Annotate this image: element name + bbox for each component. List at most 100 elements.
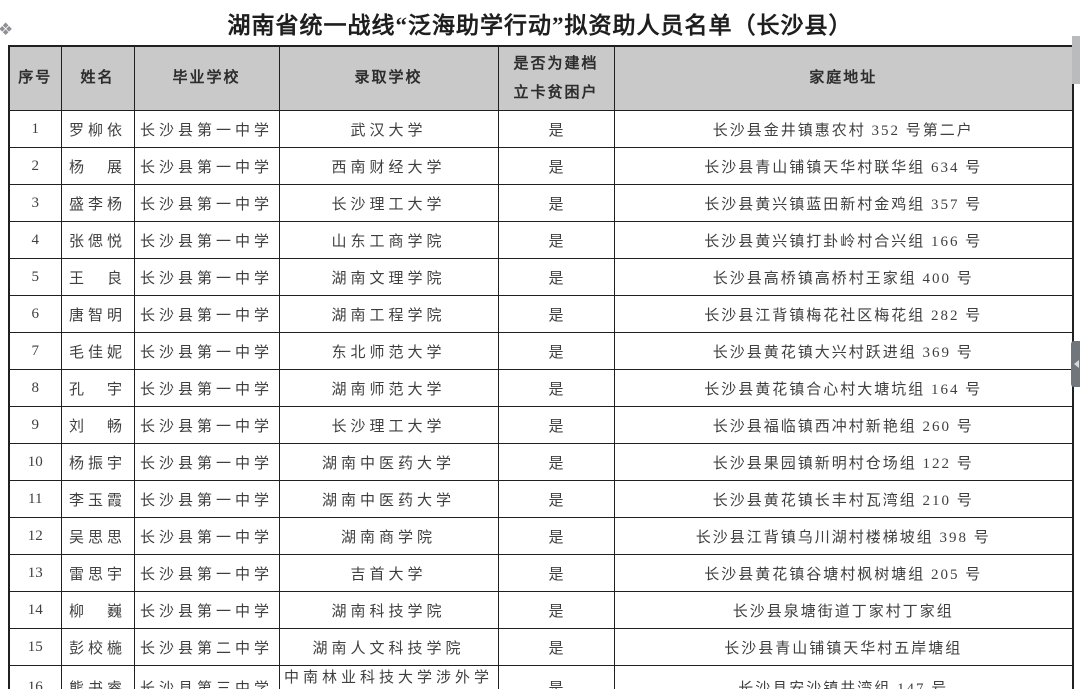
cell-graduate-school: 长沙县第一中学 [133, 480, 280, 518]
table-header-row: 序号 姓名 毕业学校 录取学校 是否为建档 立卡贫困户 家庭地址 [8, 45, 1074, 111]
cell-graduate-school: 长沙县第一中学 [133, 295, 280, 333]
cell-poor-household: 是 [497, 369, 615, 407]
cell-admitted-school: 长沙理工大学 [278, 184, 499, 222]
table-row: 12 吴思思 长沙县第一中学 湖南商学院 是 长沙县江背镇乌川湖村楼梯坡组 39… [8, 517, 1074, 555]
cell-name: 罗柳依 [60, 110, 135, 148]
cell-serial: 9 [8, 406, 62, 444]
cell-name: 李玉霞 [60, 480, 135, 518]
side-panel-handle[interactable] [1071, 341, 1080, 387]
cell-serial: 16 [8, 665, 62, 689]
cell-address: 长沙县黄花镇长丰村瓦湾组 210 号 [613, 480, 1074, 518]
cell-name: 杨 展 [60, 147, 135, 185]
cell-admitted-school: 中南林业科技大学涉外学院 [278, 665, 499, 689]
table-row: 15 彭校椸 长沙县第二中学 湖南人文科技学院 是 长沙县青山铺镇天华村五岸塘组 [8, 628, 1074, 666]
cell-admitted-school: 湖南人文科技学院 [278, 628, 499, 666]
cell-admitted-school: 东北师范大学 [278, 332, 499, 370]
cell-serial: 10 [8, 443, 62, 481]
cell-admitted-school: 吉首大学 [278, 554, 499, 592]
cell-address: 长沙县黄花镇大兴村跃进组 369 号 [613, 332, 1074, 370]
table-row: 14 柳 巍 长沙县第一中学 湖南科技学院 是 长沙县泉塘街道丁家村丁家组 [8, 591, 1074, 629]
cell-serial: 6 [8, 295, 62, 333]
cell-name: 彭校椸 [60, 628, 135, 666]
cell-graduate-school: 长沙县第一中学 [133, 221, 280, 259]
cell-name: 刘 畅 [60, 406, 135, 444]
cell-poor-household: 是 [497, 480, 615, 518]
cell-poor-household: 是 [497, 443, 615, 481]
cell-poor-household: 是 [497, 258, 615, 296]
cell-address: 长沙县青山铺镇天华村五岸塘组 [613, 628, 1074, 666]
cell-graduate-school: 长沙县第一中学 [133, 110, 280, 148]
table-row: 5 王 良 长沙县第一中学 湖南文理学院 是 长沙县高桥镇高桥村王家组 400 … [8, 258, 1074, 296]
cell-name: 盛李杨 [60, 184, 135, 222]
table-row: 1 罗柳依 长沙县第一中学 武汉大学 是 长沙县金井镇惠农村 352 号第二户 [8, 110, 1074, 148]
col-header-graduate-school: 毕业学校 [133, 45, 280, 111]
cell-graduate-school: 长沙县第一中学 [133, 258, 280, 296]
cell-address: 长沙县江背镇乌川湖村楼梯坡组 398 号 [613, 517, 1074, 555]
cell-address: 长沙县黄花镇合心村大塘坑组 164 号 [613, 369, 1074, 407]
table-row: 11 李玉霞 长沙县第一中学 湖南中医药大学 是 长沙县黄花镇长丰村瓦湾组 21… [8, 480, 1074, 518]
cell-poor-household: 是 [497, 665, 615, 689]
cell-poor-household: 是 [497, 591, 615, 629]
cell-address: 长沙县黄兴镇蓝田新村金鸡组 357 号 [613, 184, 1074, 222]
cell-poor-household: 是 [497, 184, 615, 222]
cell-graduate-school: 长沙县第一中学 [133, 443, 280, 481]
cell-serial: 14 [8, 591, 62, 629]
cell-admitted-school: 湖南师范大学 [278, 369, 499, 407]
cell-serial: 8 [8, 369, 62, 407]
cell-serial: 3 [8, 184, 62, 222]
cell-address: 长沙县黄花镇谷塘村枫树塘组 205 号 [613, 554, 1074, 592]
table-row: 10 杨振宇 长沙县第一中学 湖南中医药大学 是 长沙县果园镇新明村仓场组 12… [8, 443, 1074, 481]
col-header-name: 姓名 [60, 45, 135, 111]
cell-name: 王 良 [60, 258, 135, 296]
cell-graduate-school: 长沙县第一中学 [133, 517, 280, 555]
chevron-left-icon [1070, 360, 1079, 368]
cell-admitted-school: 湖南中医药大学 [278, 480, 499, 518]
aid-recipients-table: 序号 姓名 毕业学校 录取学校 是否为建档 立卡贫困户 家庭地址 1 罗柳依 长… [8, 45, 1074, 689]
cell-name: 雷思宇 [60, 554, 135, 592]
cell-name: 孔 宇 [60, 369, 135, 407]
cell-poor-household: 是 [497, 517, 615, 555]
table-row: 9 刘 畅 长沙县第一中学 长沙理工大学 是 长沙县福临镇西冲村新艳组 260 … [8, 406, 1074, 444]
cell-admitted-school: 湖南中医药大学 [278, 443, 499, 481]
cell-name: 毛佳妮 [60, 332, 135, 370]
cell-name: 熊书睿 [60, 665, 135, 689]
cell-graduate-school: 长沙县第一中学 [133, 184, 280, 222]
cell-admitted-school: 湖南商学院 [278, 517, 499, 555]
cell-poor-household: 是 [497, 221, 615, 259]
cell-address: 长沙县青山铺镇天华村联华组 634 号 [613, 147, 1074, 185]
cell-serial: 12 [8, 517, 62, 555]
cell-serial: 4 [8, 221, 62, 259]
cell-address: 长沙县福临镇西冲村新艳组 260 号 [613, 406, 1074, 444]
cell-graduate-school: 长沙县第三中学 [133, 665, 280, 689]
table-row: 2 杨 展 长沙县第一中学 西南财经大学 是 长沙县青山铺镇天华村联华组 634… [8, 147, 1074, 185]
cell-serial: 1 [8, 110, 62, 148]
table-row: 7 毛佳妮 长沙县第一中学 东北师范大学 是 长沙县黄花镇大兴村跃进组 369 … [8, 332, 1074, 370]
cell-name: 杨振宇 [60, 443, 135, 481]
cell-poor-household: 是 [497, 110, 615, 148]
cell-address: 长沙县黄兴镇打卦岭村合兴组 166 号 [613, 221, 1074, 259]
table-row: 4 张偲悦 长沙县第一中学 山东工商学院 是 长沙县黄兴镇打卦岭村合兴组 166… [8, 221, 1074, 259]
scrollbar-thumb[interactable] [1072, 36, 1080, 84]
page-title: 湖南省统一战线“泛海助学行动”拟资助人员名单（长沙县） [227, 13, 853, 38]
cell-address: 长沙县金井镇惠农村 352 号第二户 [613, 110, 1074, 148]
cell-name: 张偲悦 [60, 221, 135, 259]
cell-graduate-school: 长沙县第一中学 [133, 147, 280, 185]
cell-graduate-school: 长沙县第一中学 [133, 554, 280, 592]
col-header-serial: 序号 [8, 45, 62, 111]
col-header-admitted-school: 录取学校 [278, 45, 499, 111]
cell-admitted-school: 湖南文理学院 [278, 258, 499, 296]
cell-admitted-school: 武汉大学 [278, 110, 499, 148]
cell-serial: 5 [8, 258, 62, 296]
table-row: 13 雷思宇 长沙县第一中学 吉首大学 是 长沙县黄花镇谷塘村枫树塘组 205 … [8, 554, 1074, 592]
cell-address: 长沙县安沙镇井湾组 147 号 [613, 665, 1074, 689]
cell-poor-household: 是 [497, 295, 615, 333]
cell-poor-household: 是 [497, 554, 615, 592]
cell-serial: 15 [8, 628, 62, 666]
table-row: 3 盛李杨 长沙县第一中学 长沙理工大学 是 长沙县黄兴镇蓝田新村金鸡组 357… [8, 184, 1074, 222]
cell-graduate-school: 长沙县第一中学 [133, 591, 280, 629]
table-row: 16 熊书睿 长沙县第三中学 中南林业科技大学涉外学院 是 长沙县安沙镇井湾组 … [8, 665, 1074, 689]
cell-poor-household: 是 [497, 332, 615, 370]
col-header-address: 家庭地址 [613, 45, 1074, 111]
cell-serial: 11 [8, 480, 62, 518]
